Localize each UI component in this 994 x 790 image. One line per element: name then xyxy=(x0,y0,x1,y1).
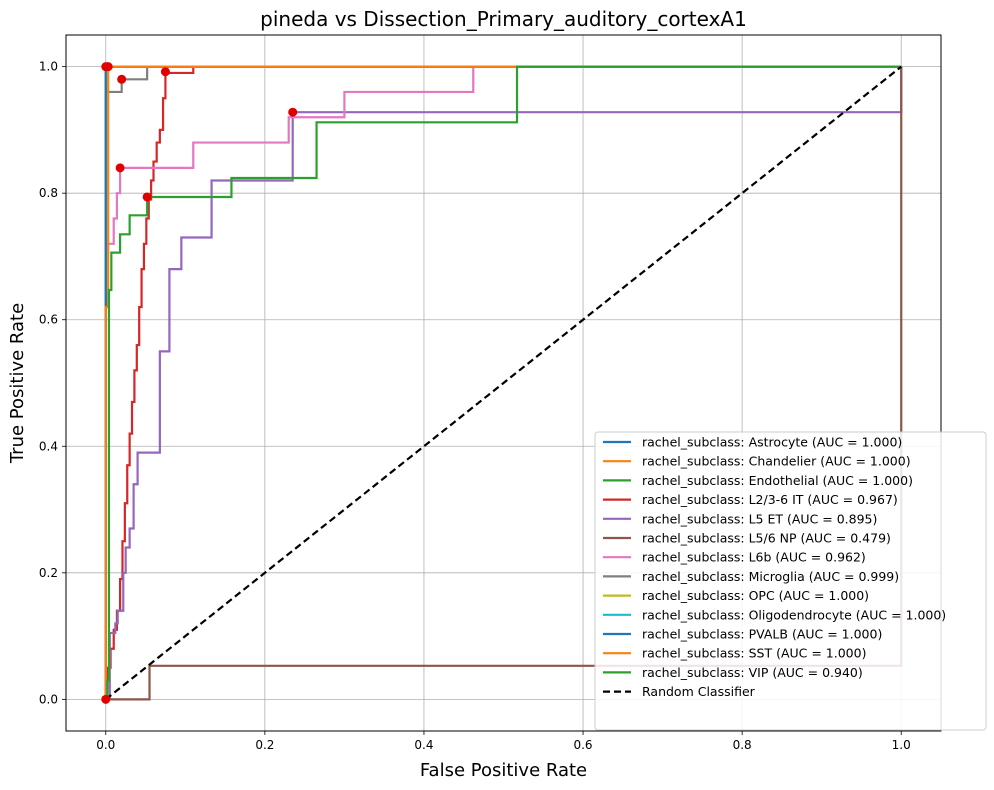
legend-entry: rachel_subclass: Endothelial (AUC = 1.00… xyxy=(642,473,913,488)
legend-entry: rachel_subclass: Microglia (AUC = 0.999) xyxy=(642,569,899,584)
legend-entry: rachel_subclass: Astrocyte (AUC = 1.000) xyxy=(642,435,902,450)
threshold-point-3 xyxy=(160,67,170,77)
plot-frame xyxy=(65,34,942,732)
y-tick-label: 0.8 xyxy=(39,186,58,200)
y-tick-label: 0.4 xyxy=(39,439,58,453)
legend-entry: rachel_subclass: L5/6 NP (AUC = 0.479) xyxy=(642,531,891,546)
y-tick-label: 0.2 xyxy=(39,566,58,580)
axis-ticks: 0.0 0.2 0.4 0.6 0.8 1.0 0.0 0.2 0.4 0.6 0.8 1.0 xyxy=(39,60,911,752)
series-line-4 xyxy=(105,66,903,701)
threshold-point-12 xyxy=(142,192,152,202)
chart-title: pineda vs Dissection_Primary_auditory_co… xyxy=(260,7,747,31)
threshold-point-6 xyxy=(115,163,125,173)
y-axis-title: True Positive Rate xyxy=(7,303,28,464)
legend-entry: rachel_subclass: SST (AUC = 1.000) xyxy=(642,646,866,661)
x-tick-label: 0.2 xyxy=(255,738,274,752)
legend-entry: rachel_subclass: L2/3-6 IT (AUC = 0.967) xyxy=(642,492,898,507)
y-tick-label: 0.0 xyxy=(39,692,58,706)
series-line-12 xyxy=(105,65,902,701)
x-tick-label: 0.8 xyxy=(733,738,752,752)
grid xyxy=(66,35,941,731)
threshold-point-1 xyxy=(103,62,113,72)
legend-entry: rachel_subclass: PVALB (AUC = 1.000) xyxy=(642,627,882,642)
x-tick-label: 0.6 xyxy=(573,738,592,752)
x-tick-label: 0.4 xyxy=(414,738,433,752)
x-tick-label: 1.0 xyxy=(892,738,911,752)
threshold-point-5 xyxy=(101,694,111,704)
threshold-point-7 xyxy=(117,74,127,84)
y-tick-label: 0.6 xyxy=(39,313,58,327)
series-line-13 xyxy=(105,65,902,701)
x-tick-label: 0.0 xyxy=(96,738,115,752)
x-axis-title: False Positive Rate xyxy=(420,760,587,781)
legend-box xyxy=(594,431,987,731)
marker-layer xyxy=(101,62,298,704)
legend-entry: rachel_subclass: VIP (AUC = 0.940) xyxy=(642,665,863,680)
legend-entry: rachel_subclass: L6b (AUC = 0.962) xyxy=(642,550,866,565)
legend-entry: rachel_subclass: Chandelier (AUC = 1.000… xyxy=(642,454,911,469)
threshold-point-4 xyxy=(288,107,298,117)
legend: rachel_subclass: Astrocyte (AUC = 1.000)… xyxy=(594,431,987,731)
series-line-6 xyxy=(104,65,902,700)
legend-entry: rachel_subclass: OPC (AUC = 1.000) xyxy=(642,588,869,603)
legend-entry: Random Classifier xyxy=(642,684,756,699)
legend-entry: rachel_subclass: Oligodendrocyte (AUC = … xyxy=(642,607,946,622)
legend-entry: rachel_subclass: L5 ET (AUC = 0.895) xyxy=(642,511,877,526)
y-tick-label: 1.0 xyxy=(39,60,58,74)
